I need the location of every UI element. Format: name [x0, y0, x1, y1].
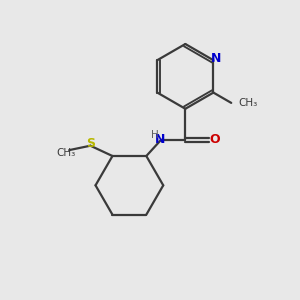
- Text: N: N: [211, 52, 221, 65]
- Text: O: O: [209, 133, 220, 146]
- Text: S: S: [86, 137, 95, 150]
- Text: CH₃: CH₃: [238, 98, 258, 108]
- Text: H: H: [151, 130, 159, 140]
- Text: N: N: [155, 133, 166, 146]
- Text: CH₃: CH₃: [57, 148, 76, 158]
